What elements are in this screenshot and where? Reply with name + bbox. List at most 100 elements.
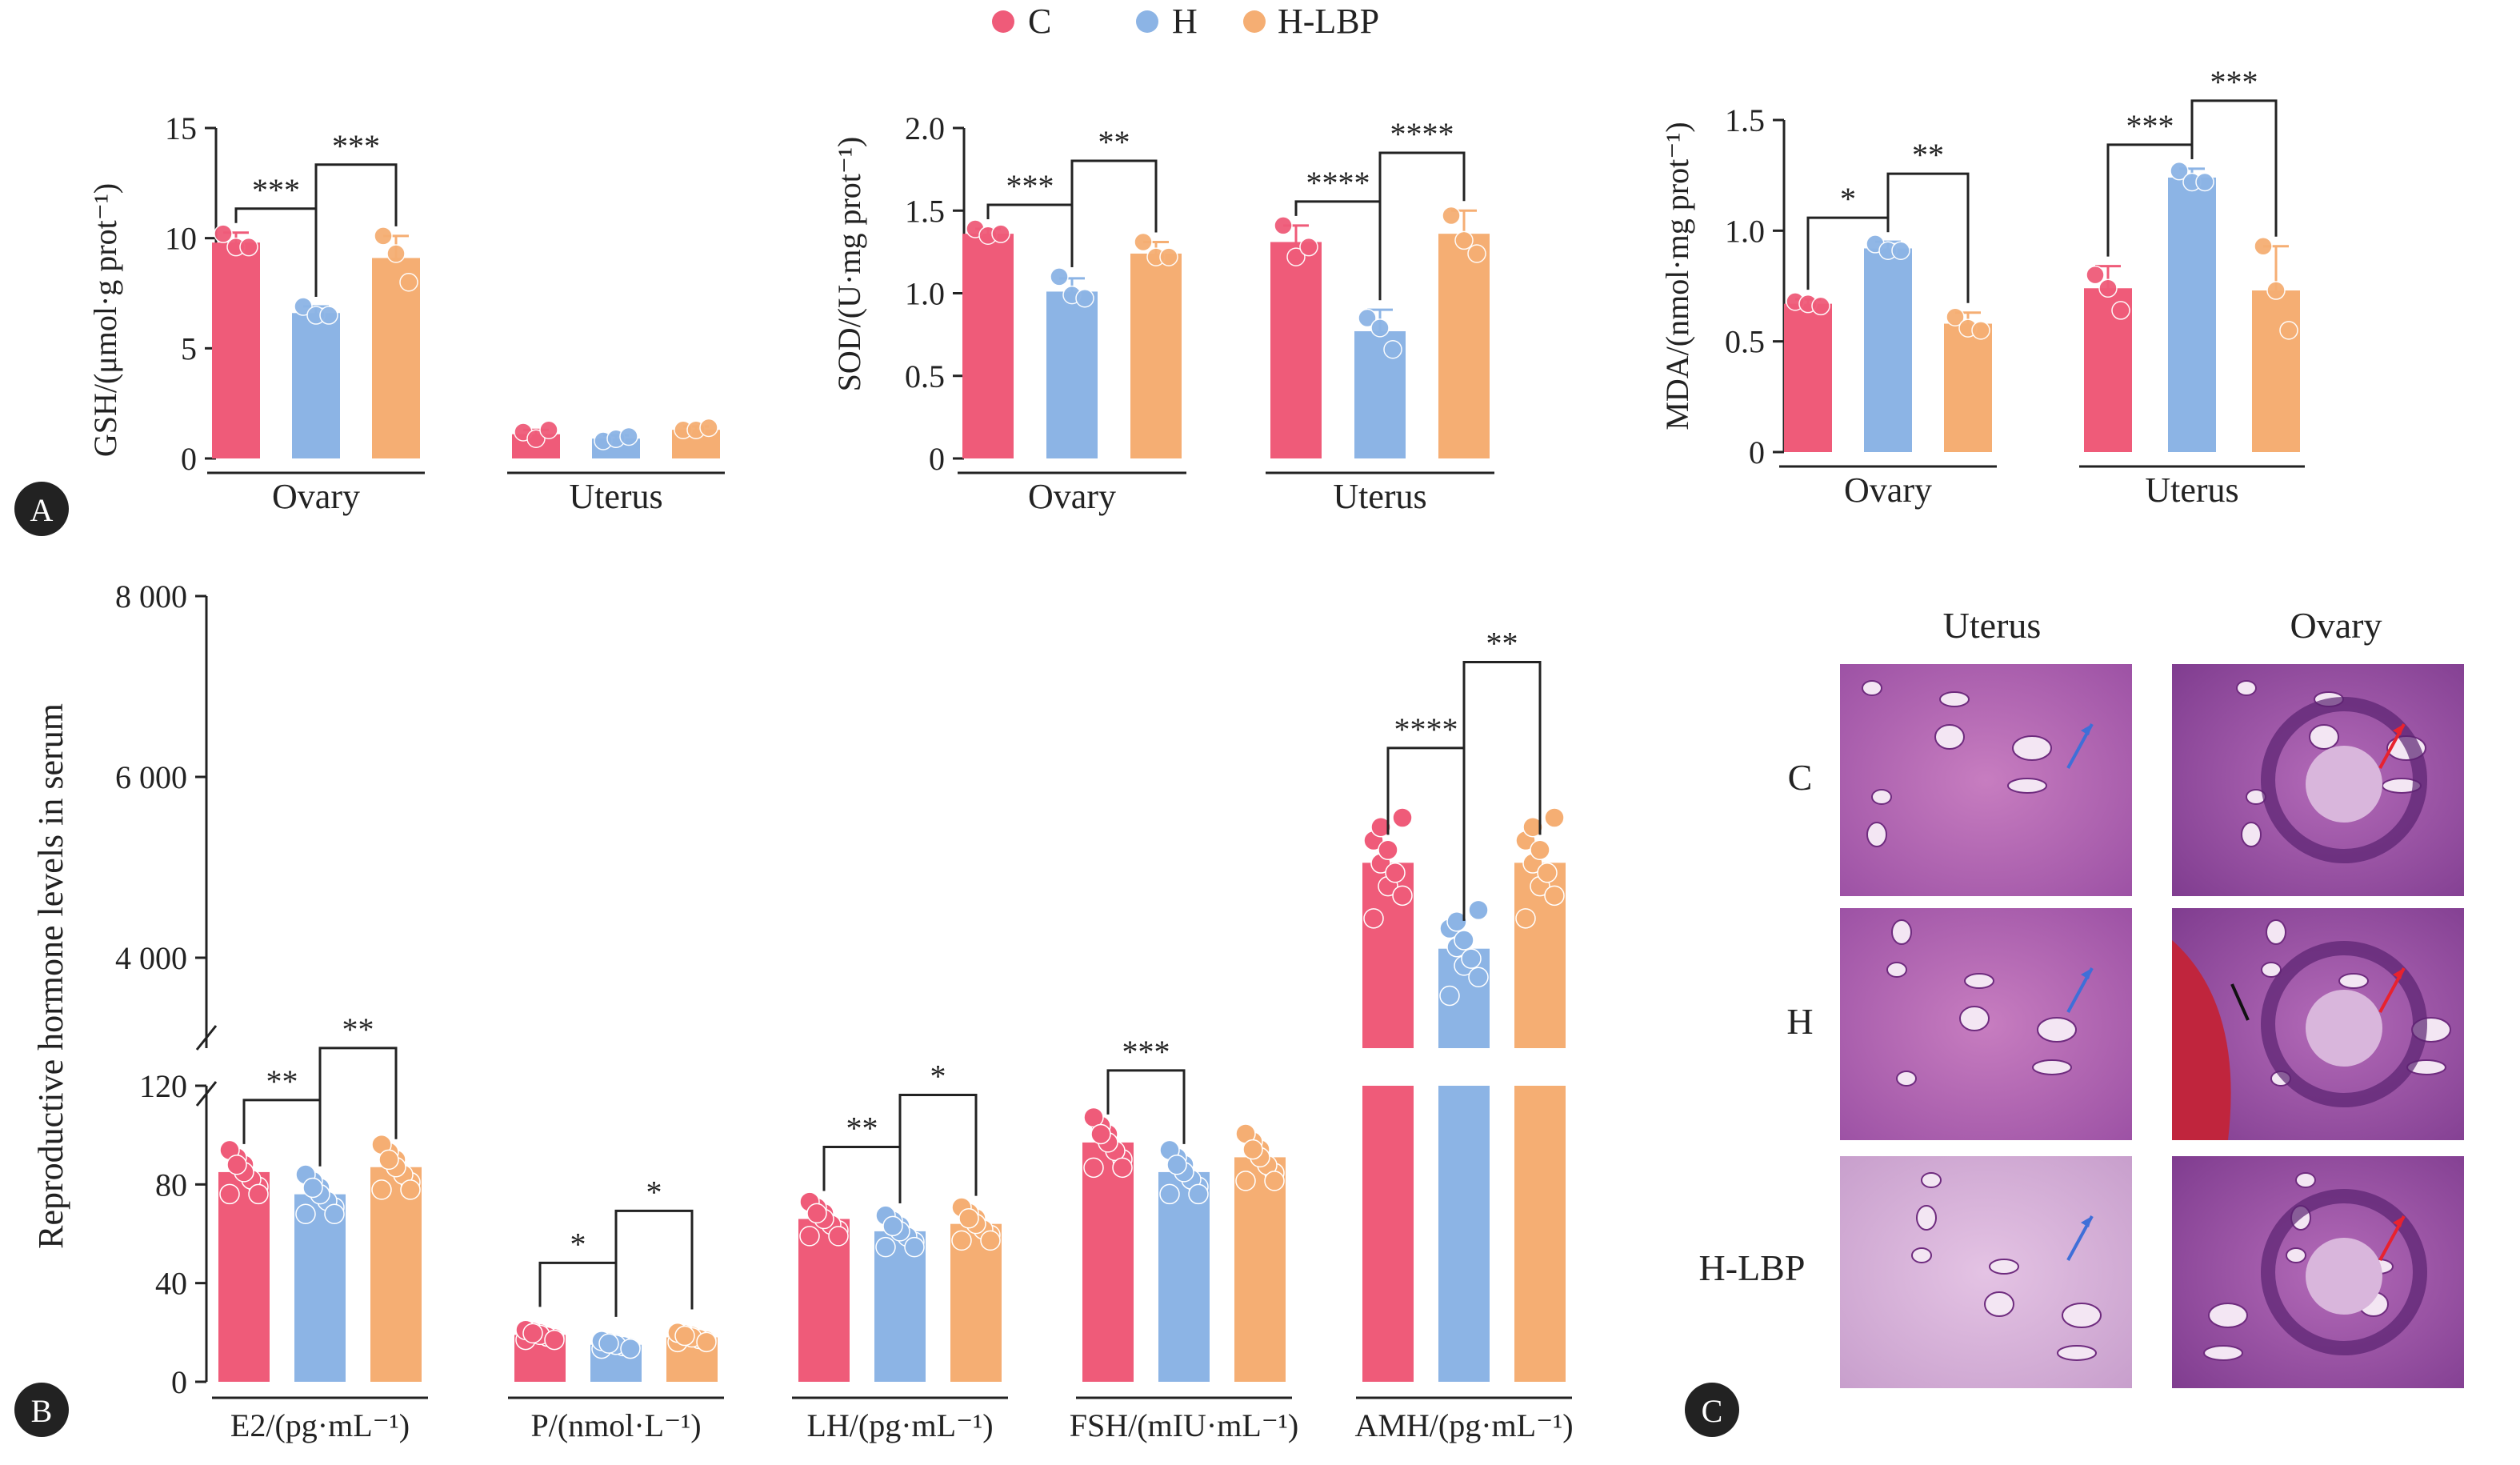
hormones-point	[1242, 1139, 1263, 1160]
mda-point	[2254, 236, 2273, 256]
hormones-bar	[1514, 1086, 1566, 1382]
hormones-point	[1544, 807, 1565, 828]
gsh-bar	[212, 242, 260, 458]
gsh-point	[539, 420, 558, 439]
mda-bar	[2168, 177, 2216, 452]
histology-row-h: H	[1786, 1001, 1813, 1042]
hormones-y-tick-label: 120	[139, 1068, 187, 1104]
mda-bar	[1784, 303, 1832, 452]
hormones-bar	[1158, 1171, 1210, 1382]
mda-significance-bracket	[2190, 99, 2278, 237]
histology-gland	[1939, 691, 1970, 707]
hormones-bar	[1234, 1157, 1286, 1382]
sod-bar	[1046, 291, 1098, 458]
histology-gland	[2261, 962, 2282, 978]
sod-bar	[962, 234, 1014, 458]
sod-point	[1274, 216, 1293, 235]
hormones-point	[522, 1323, 543, 1344]
sod-significance-bracket	[1378, 151, 1466, 301]
histology-gland	[2295, 1172, 2316, 1188]
sod-significance-label: ****	[1390, 116, 1454, 152]
panel-badges: A B C	[14, 482, 1739, 1437]
mda-point	[1811, 296, 1830, 316]
histology-follicle	[2261, 1189, 2427, 1355]
histology-gland	[1886, 962, 1907, 978]
sod-point	[1299, 237, 1318, 257]
hormones-point	[1454, 930, 1474, 951]
histology-arrowhead	[2081, 968, 2092, 979]
sod-y-tick-label: 1.5	[905, 193, 945, 229]
hormones-significance-label: **	[1486, 625, 1518, 661]
legend-label-c: C	[1028, 2, 1051, 41]
hormones-y-tick-label: 0	[171, 1364, 187, 1400]
hormones-point	[1188, 1183, 1209, 1205]
hormones-significance-bracket	[242, 1099, 322, 1167]
sod-significance-label: ***	[1006, 168, 1054, 204]
hormones-significance-label: *	[930, 1059, 946, 1095]
hormones-point	[806, 1203, 827, 1224]
hormones-significance-label: **	[342, 1011, 374, 1047]
hormones-point	[696, 1331, 717, 1353]
hormones-point	[1461, 948, 1482, 969]
histology-row-c: C	[1788, 757, 1813, 798]
hormones-category-label: LH/(pg·mL⁻¹)	[806, 1407, 993, 1443]
hormones-point	[799, 1226, 820, 1247]
histology-gland	[1896, 1071, 1917, 1087]
hormones-bar	[294, 1194, 346, 1382]
hormones-point	[1159, 1183, 1180, 1205]
histology-panel: Uterus Ovary C H H-LBP	[1699, 605, 2464, 1388]
gsh-chart: GSH/(μmol·g prot⁻¹) 0 5 10 15 Ovary Uterus ***…	[87, 110, 725, 516]
hormones-point	[882, 1215, 903, 1237]
hormones-point	[1392, 807, 1413, 828]
legend-marker-c	[992, 10, 1014, 33]
histology-gland	[1934, 724, 1965, 750]
hormones-point	[1112, 1157, 1133, 1179]
sod-point	[1442, 206, 1461, 226]
mda-point	[2266, 281, 2286, 300]
histology-col-uterus: Uterus	[1943, 605, 2042, 646]
mda-point	[1891, 241, 1910, 260]
histology-image	[2172, 664, 2464, 896]
histology-row-hlbp: H-LBP	[1699, 1247, 1806, 1288]
histology-image	[1840, 908, 2132, 1140]
histology-gland	[2338, 973, 2369, 989]
panel-badge-b-label: B	[31, 1393, 53, 1429]
hormones-point	[1392, 885, 1413, 907]
histology-antrum	[2306, 746, 2382, 823]
histology-gland	[2208, 1303, 2248, 1328]
hormones-point	[1468, 899, 1489, 921]
hormones-significance-bracket	[614, 1209, 694, 1317]
gsh-point	[214, 224, 233, 243]
gsh-point	[294, 297, 313, 316]
mda-y-tick-label: 0.5	[1725, 324, 1765, 360]
hormones-point	[1083, 1157, 1104, 1179]
mda-y-tick-label: 1.0	[1725, 213, 1765, 249]
hormones-y-tick-label: 80	[155, 1167, 187, 1203]
hormones-category-label: FSH/(mIU·mL⁻¹)	[1070, 1407, 1298, 1443]
hormones-significance-bracket	[538, 1261, 618, 1317]
histology-image	[2172, 1156, 2464, 1388]
hormones-significance-label: **	[846, 1111, 878, 1147]
gsh-y-axis-label: GSH/(μmol·g prot⁻¹)	[87, 183, 123, 457]
hormones-y-tick-label: 8 000	[115, 578, 187, 614]
hormones-significance-label: *	[570, 1226, 586, 1262]
hormones-significance-bracket	[898, 1094, 978, 1203]
hormones-point	[980, 1230, 1001, 1251]
hormones-point	[400, 1179, 421, 1200]
mda-point	[2111, 301, 2130, 320]
gsh-point	[526, 429, 546, 448]
mda-y-tick-label: 1.5	[1725, 102, 1765, 138]
histology-gland	[1916, 1205, 1937, 1231]
gsh-point	[699, 418, 718, 438]
gsh-point	[319, 306, 338, 325]
hormones-point	[219, 1183, 240, 1205]
hormones-point	[1370, 816, 1391, 838]
histology-blood	[2172, 940, 2231, 1140]
histology-gland	[2236, 680, 2257, 696]
histology-gland	[1911, 1247, 1932, 1263]
mda-chart: MDA/(nmol·mg prot⁻¹) 0 0.5 1.0 1.5 Ovary Uter…	[1659, 64, 2305, 510]
sod-point	[1467, 244, 1486, 263]
sod-y-tick-label: 0	[929, 441, 945, 477]
gsh-significance-label: ***	[332, 128, 380, 164]
hormones-point	[295, 1203, 316, 1225]
